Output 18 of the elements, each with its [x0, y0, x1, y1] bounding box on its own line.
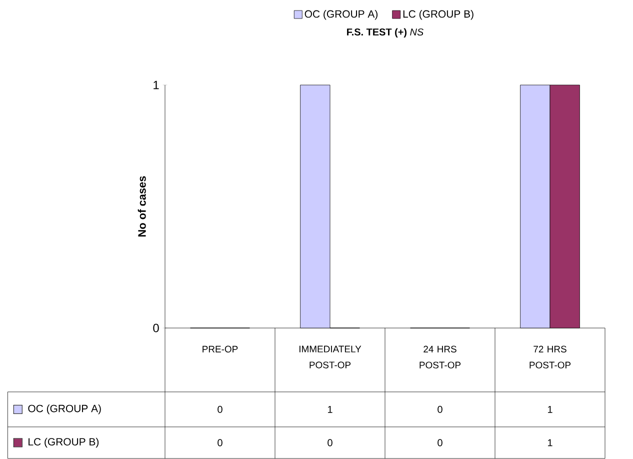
- chart-title: F.S. TEST (+) NS: [347, 28, 424, 38]
- legend-label: LC (GROUP B): [403, 10, 474, 20]
- x-tick-label: PRE-OP: [202, 346, 238, 352]
- data-label: 0: [438, 439, 442, 446]
- data-label: 0: [218, 406, 222, 413]
- data-label: 0: [438, 406, 442, 413]
- data-label: 1: [328, 406, 332, 413]
- data-label: 0: [218, 439, 222, 446]
- x-tick-label: 24 HRS POST-OP: [420, 346, 461, 368]
- y-axis-title: No of cases: [138, 176, 146, 237]
- data-label: 1: [548, 406, 552, 413]
- text: LC (GROUP B): [28, 438, 99, 448]
- x-tick-label: IMMEDIATELY POST-OP: [300, 346, 362, 368]
- data-label: 0: [328, 439, 332, 446]
- text: OC (GROUP A): [28, 404, 101, 414]
- legend-label: OC (GROUP A): [304, 10, 378, 20]
- data-label: 1: [548, 439, 552, 446]
- x-tick-label: 72 HRS POST-OP: [530, 346, 571, 368]
